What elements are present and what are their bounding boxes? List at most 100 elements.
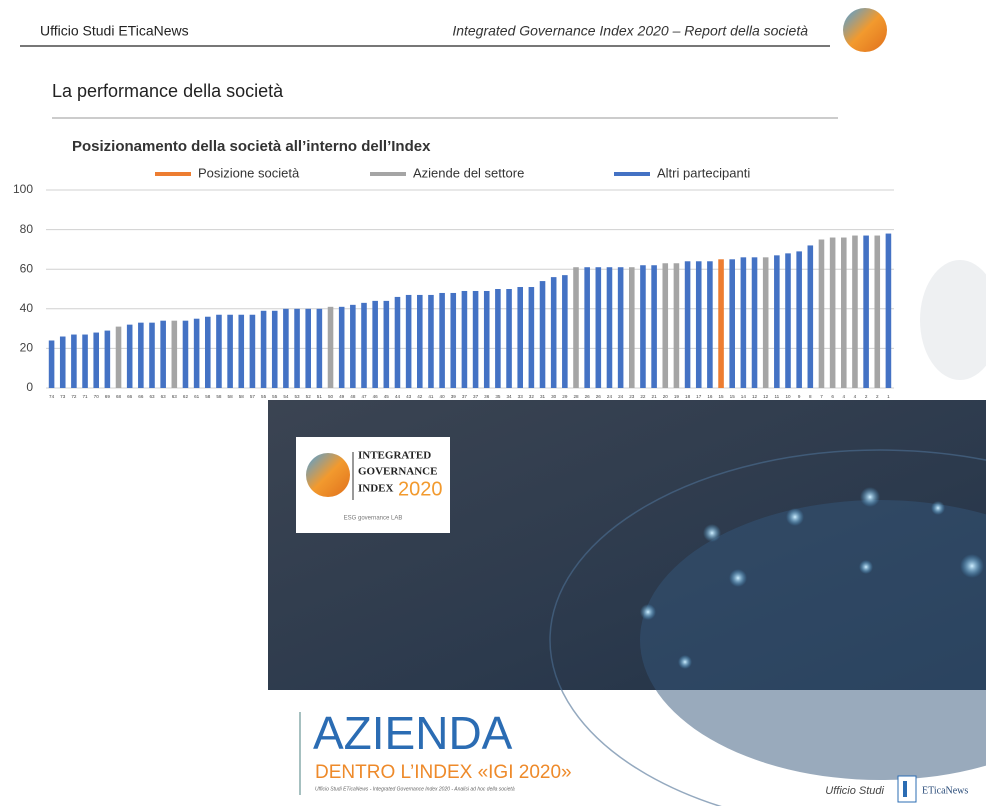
- bar: [796, 251, 802, 388]
- x-tick-label: 15: [718, 394, 724, 399]
- bar: [450, 293, 456, 388]
- bar: [149, 323, 155, 388]
- x-tick-label: 18: [685, 394, 691, 399]
- bar: [216, 315, 222, 388]
- x-tick-label: 40: [440, 394, 446, 399]
- x-tick-label: 19: [674, 394, 680, 399]
- bar: [551, 277, 557, 388]
- x-tick-label: 50: [328, 394, 334, 399]
- bar: [172, 321, 178, 388]
- bar: [406, 295, 412, 388]
- x-tick-label: 33: [518, 394, 524, 399]
- footer-brand: ETicaNews: [922, 785, 968, 796]
- x-tick-label: 4: [854, 394, 857, 399]
- bar: [729, 259, 735, 388]
- x-tick-label: 22: [640, 394, 646, 399]
- x-tick-label: 17: [696, 394, 702, 399]
- bar: [785, 253, 791, 388]
- page: Ufficio Studi ETicaNews Integrated Gover…: [0, 0, 986, 806]
- bar: [395, 297, 401, 388]
- x-tick-label: 21: [652, 394, 658, 399]
- bar: [841, 238, 847, 388]
- logo-sub: ESG governance LAB: [344, 516, 403, 522]
- bar: [506, 289, 512, 388]
- y-tick-label: 60: [20, 261, 34, 275]
- bar: [384, 301, 390, 388]
- bar: [350, 305, 356, 388]
- bar: [718, 259, 724, 388]
- bar: [317, 309, 323, 388]
- x-tick-label: 63: [161, 394, 167, 399]
- logo-year: 2020: [398, 478, 443, 500]
- bar: [674, 263, 680, 388]
- footer-logo: [903, 781, 907, 797]
- bar: [439, 293, 445, 388]
- bar: [272, 311, 278, 388]
- y-tick-label: 0: [26, 380, 33, 394]
- x-tick-label: 15: [730, 394, 736, 399]
- x-tick-label: 53: [294, 394, 300, 399]
- bar: [752, 257, 758, 388]
- x-tick-label: 10: [785, 394, 791, 399]
- x-tick-label: 24: [607, 394, 613, 399]
- bar: [651, 265, 657, 388]
- bar: [573, 267, 579, 388]
- x-tick-label: 6: [831, 394, 834, 399]
- x-tick-label: 34: [506, 394, 512, 399]
- x-tick-label: 26: [596, 394, 602, 399]
- bar: [529, 287, 535, 388]
- bar: [238, 315, 244, 388]
- x-tick-label: 24: [618, 394, 624, 399]
- bar: [562, 275, 568, 388]
- bar: [484, 291, 490, 388]
- x-tick-label: 63: [172, 394, 178, 399]
- bar: [808, 245, 814, 388]
- bar: [462, 291, 468, 388]
- bar: [60, 337, 66, 388]
- section-title: La performance della società: [52, 81, 284, 101]
- x-tick-label: 1: [887, 394, 890, 399]
- x-tick-label: 49: [339, 394, 345, 399]
- x-tick-label: 66: [127, 394, 133, 399]
- bar: [294, 309, 300, 388]
- logo-line: INTEGRATED: [358, 450, 431, 462]
- logo-line: GOVERNANCE: [358, 466, 437, 478]
- bar: [596, 267, 602, 388]
- x-tick-label: 37: [473, 394, 479, 399]
- bar: [339, 307, 345, 388]
- x-tick-label: 26: [585, 394, 591, 399]
- bar: [819, 240, 825, 389]
- bar: [183, 321, 189, 388]
- bar: [372, 301, 378, 388]
- bar: [194, 319, 200, 388]
- x-tick-label: 52: [306, 394, 312, 399]
- bar: [417, 295, 423, 388]
- x-tick-label: 14: [741, 394, 747, 399]
- logo-line: INDEX: [358, 483, 394, 495]
- x-tick-label: 58: [216, 394, 222, 399]
- x-tick-label: 11: [774, 394, 779, 399]
- x-tick-label: 44: [395, 394, 401, 399]
- header-left: Ufficio Studi ETicaNews: [40, 23, 189, 39]
- bar: [116, 327, 122, 388]
- x-tick-label: 69: [105, 394, 111, 399]
- bar: [82, 335, 88, 388]
- x-tick-label: 7: [820, 394, 823, 399]
- x-tick-label: 42: [417, 394, 423, 399]
- bar: [886, 234, 892, 388]
- bar: [517, 287, 523, 388]
- x-tick-label: 62: [183, 394, 189, 399]
- bar: [640, 265, 646, 388]
- bar: [874, 236, 880, 388]
- x-tick-label: 72: [71, 394, 77, 399]
- x-tick-label: 74: [49, 394, 55, 399]
- x-tick-label: 68: [116, 394, 122, 399]
- y-tick-label: 20: [20, 341, 34, 355]
- bar: [685, 261, 691, 388]
- bar: [741, 257, 747, 388]
- bar: [540, 281, 546, 388]
- logo-ball: [306, 453, 350, 497]
- chart-title: Posizionamento della società all’interno…: [72, 138, 431, 155]
- bar: [707, 261, 713, 388]
- bar: [127, 325, 133, 388]
